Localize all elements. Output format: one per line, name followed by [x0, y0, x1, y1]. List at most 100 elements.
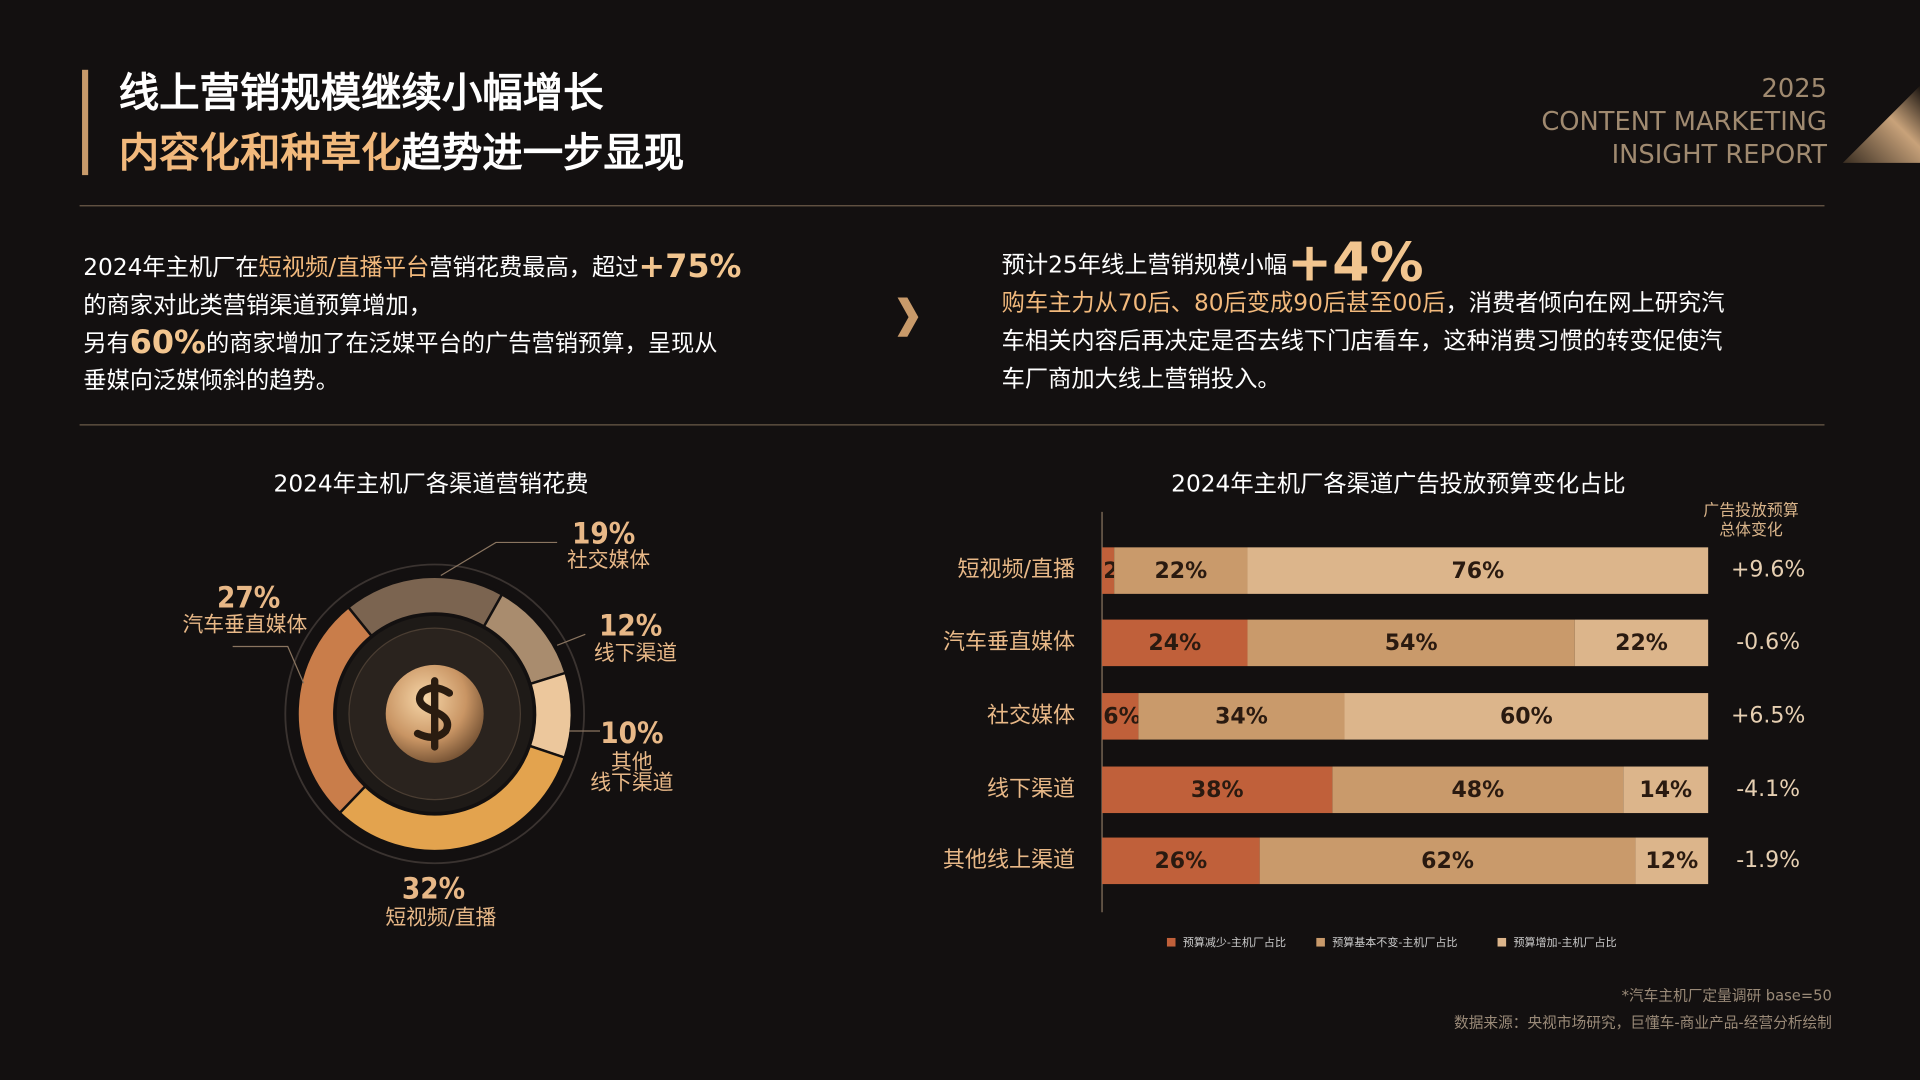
value-label: 62%	[1421, 849, 1474, 874]
highlight-text: +4%	[1287, 230, 1424, 293]
value-label: 34%	[1215, 705, 1268, 730]
category-label: 其他线上渠道	[943, 848, 1075, 873]
net-change-value: +6.5%	[1731, 703, 1805, 728]
title-highlight: 内容化和种草化	[119, 129, 402, 177]
legend-label: 预算增加-主机厂占比	[1513, 935, 1616, 949]
text-segment: 的商家对此类营销渠道预算增加，	[83, 292, 432, 319]
bar-segment	[1102, 837, 1260, 885]
bar-segment	[1247, 547, 1709, 594]
value-label: 22%	[1154, 559, 1207, 584]
category-label: 短视频/直播	[958, 558, 1076, 583]
paragraph-line: 车相关内容后再决定是否去线下门店看车，这种消费习惯的转变促使汽	[1002, 327, 1723, 354]
title-line2: 内容化和种草化趋势进一步显现	[119, 129, 685, 177]
paragraph-line: 另有60%的商家增加了在泛媒平台的广告营销预算，呈现从	[83, 323, 717, 361]
legend-label: 预算减少-主机厂占比	[1183, 935, 1286, 949]
highlight-text: +75%	[639, 247, 742, 285]
category-label: 汽车垂直媒体	[183, 613, 308, 637]
bar-segment	[1344, 693, 1709, 740]
category-label: 社交媒体	[987, 703, 1075, 728]
text-segment: 车厂商加大线上营销投入。	[1002, 365, 1281, 392]
donut-segment	[528, 671, 574, 760]
text-segment: ，消费者倾向在网上研究汽	[1445, 289, 1724, 316]
leader-line	[556, 633, 586, 646]
report-line: INSIGHT REPORT	[1612, 140, 1828, 170]
bar-segment	[1623, 766, 1709, 814]
text-segment: 预计25年线上营销规模小幅	[1002, 251, 1287, 278]
net-change-title: 广告投放预算总体变化	[1703, 500, 1799, 539]
highlight-text: 短视频/直播平台	[259, 254, 430, 281]
highlight-text: 购车主力从70后、80后变成90后甚至00后	[1002, 289, 1446, 316]
donut-outer-ring	[284, 563, 585, 865]
legend-swatch	[1316, 937, 1325, 947]
value-label: 38%	[1191, 778, 1244, 803]
corner-decoration	[1842, 85, 1920, 163]
bar-segment	[1102, 619, 1248, 667]
value-label: 14%	[1639, 778, 1692, 803]
paragraph-line: 的商家对此类营销渠道预算增加，	[83, 292, 432, 319]
legend-swatch	[1497, 937, 1507, 947]
value-label: 22%	[1615, 631, 1668, 656]
legend-swatch	[1166, 937, 1176, 947]
text-segment: 车相关内容后再决定是否去线下门店看车，这种消费习惯的转变促使汽	[1002, 327, 1723, 354]
value-label: 27%	[217, 580, 280, 614]
value-label: 10%	[600, 716, 663, 750]
report-year: 2025	[1762, 74, 1827, 104]
bar-segment	[1247, 619, 1575, 667]
value-label: 24%	[1148, 631, 1201, 656]
category-label: 其他线下渠道	[590, 750, 673, 795]
bar-segment	[1102, 547, 1115, 594]
donut-segment	[296, 605, 374, 815]
value-label: 76%	[1451, 559, 1504, 584]
title-line1: 线上营销规模继续小幅增长	[119, 69, 604, 117]
chart-title: 2024年主机厂各渠道营销花费	[274, 470, 589, 497]
value-label: 19%	[572, 517, 635, 551]
category-label: 线下渠道	[987, 777, 1075, 802]
dollar-sign	[413, 677, 454, 751]
paragraph-line: 购车主力从70后、80后变成90后甚至00后，消费者倾向在网上研究汽	[1002, 289, 1725, 316]
value-label: 26%	[1154, 849, 1207, 874]
title-rest: 趋势进一步显现	[402, 129, 685, 177]
net-change-value: -1.9%	[1736, 848, 1800, 873]
chart-title: 2024年主机厂各渠道广告投放预算变化占比	[1171, 470, 1625, 497]
leader-line	[440, 541, 558, 577]
text-segment: 的商家增加了在泛媒平台的广告营销预算，呈现从	[206, 330, 718, 357]
category-label: 汽车垂直媒体	[943, 630, 1075, 655]
paragraph-line: 垂媒向泛媒倾斜的趋势。	[83, 366, 339, 393]
leader-line	[232, 645, 305, 684]
title-bar	[82, 69, 89, 176]
bar-segment	[1138, 693, 1345, 740]
value-label: 12%	[599, 608, 662, 642]
value-label: 60%	[1500, 705, 1553, 730]
bar-segment	[1574, 619, 1709, 667]
value-label: 6%	[1103, 705, 1140, 730]
report-line: CONTENT MARKETING	[1541, 107, 1827, 137]
value-label: 54%	[1385, 631, 1438, 656]
footer-note: *汽车主机厂定量调研 base=50	[1622, 988, 1832, 1005]
paragraph-line: 车厂商加大线上营销投入。	[1002, 365, 1281, 392]
category-label: 社交媒体	[567, 548, 650, 572]
text-segment: 另有	[83, 330, 130, 357]
bar-segment	[1102, 693, 1139, 740]
paragraph-line: 2024年主机厂在短视频/直播平台营销花费最高，超过+75%	[83, 247, 741, 285]
value-label: 48%	[1451, 778, 1504, 803]
category-label: 短视频/直播	[385, 905, 496, 929]
value-label: 12%	[1645, 849, 1698, 874]
net-change-value: -0.6%	[1736, 630, 1800, 655]
bar-segment	[1259, 837, 1636, 885]
text-segment: 营销花费最高，超过	[429, 254, 638, 281]
text-segment: 2024年主机厂在	[83, 254, 258, 281]
highlight-text: 60%	[130, 323, 206, 361]
bar-segment	[1102, 766, 1333, 814]
bar-segment	[1635, 837, 1709, 885]
footer-source: 数据来源：央视市场研究，巨懂车-商业产品-经营分析绘制	[1454, 1015, 1832, 1032]
net-change-value: -4.1%	[1736, 777, 1800, 802]
paragraph-line: 预计25年线上营销规模小幅+4%	[1002, 230, 1424, 293]
bar-segment	[1332, 766, 1624, 814]
net-change-value: +9.6%	[1731, 558, 1805, 583]
legend-label: 预算基本不变-主机厂占比	[1332, 935, 1457, 949]
value-label: 32%	[402, 872, 465, 906]
category-label: 线下渠道	[594, 641, 677, 665]
chevron	[897, 297, 919, 337]
